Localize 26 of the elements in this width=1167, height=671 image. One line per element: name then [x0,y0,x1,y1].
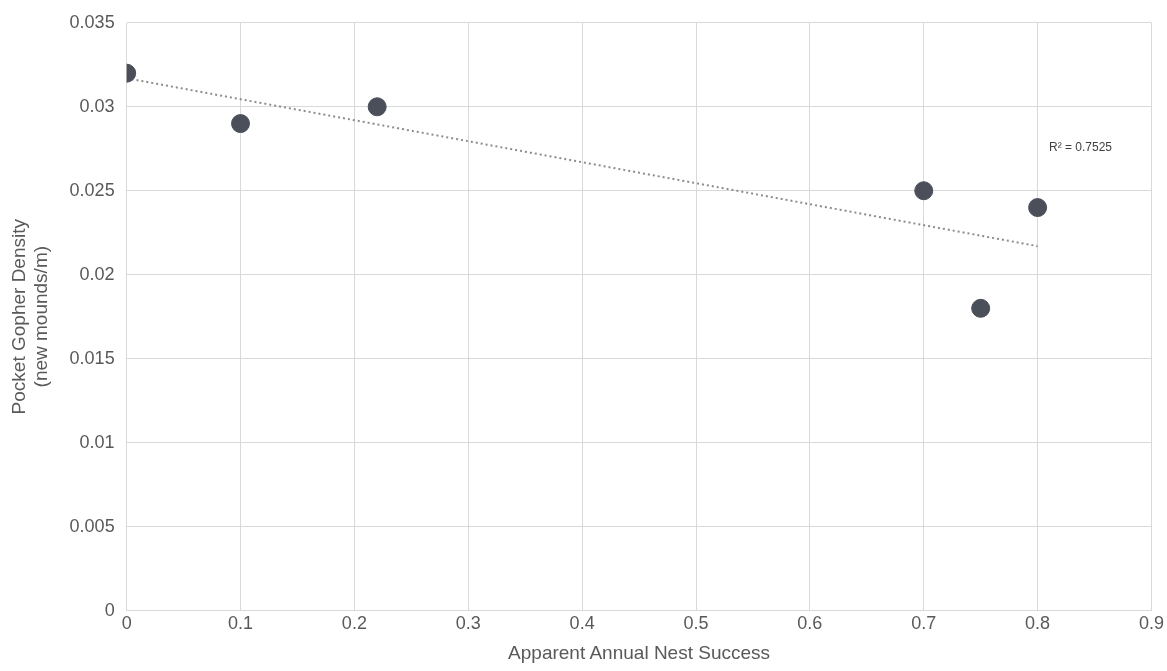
point [231,114,251,134]
x-tick-label: 0.8 [1025,613,1051,634]
y-tick-label: 0.005 [69,515,115,536]
y-tick-label: 0.01 [79,431,115,452]
y-tick-label: 0.02 [79,263,115,284]
x-tick-label: 0.5 [683,613,709,634]
x-tick-label: 0.2 [341,613,367,634]
y-tick-label: 0.03 [79,95,115,116]
x-axis-title: Apparent Annual Nest Success [508,641,771,663]
y-tick-label: 0.035 [69,11,115,32]
annotation: R² = 0.7525 [1049,140,1113,155]
x-tick-label: 0.6 [797,613,823,634]
point [914,181,934,201]
x-tick-label: 0.4 [569,613,595,634]
x-tick-label: 0.9 [1138,613,1164,634]
y-tick-label: 0.015 [69,347,115,368]
y-axis-title: Pocket Gopher Density (new mounds/m) [7,218,52,415]
point [1028,198,1048,218]
x-tick-label: 0.7 [911,613,937,634]
x-tick-label: 0.1 [228,613,254,634]
point [367,97,387,117]
point [971,298,991,318]
y-tick-label: 0.025 [69,179,115,200]
y-tick-label: 0 [104,599,115,620]
x-tick-label: 0 [121,613,132,634]
x-tick-label: 0.3 [455,613,481,634]
